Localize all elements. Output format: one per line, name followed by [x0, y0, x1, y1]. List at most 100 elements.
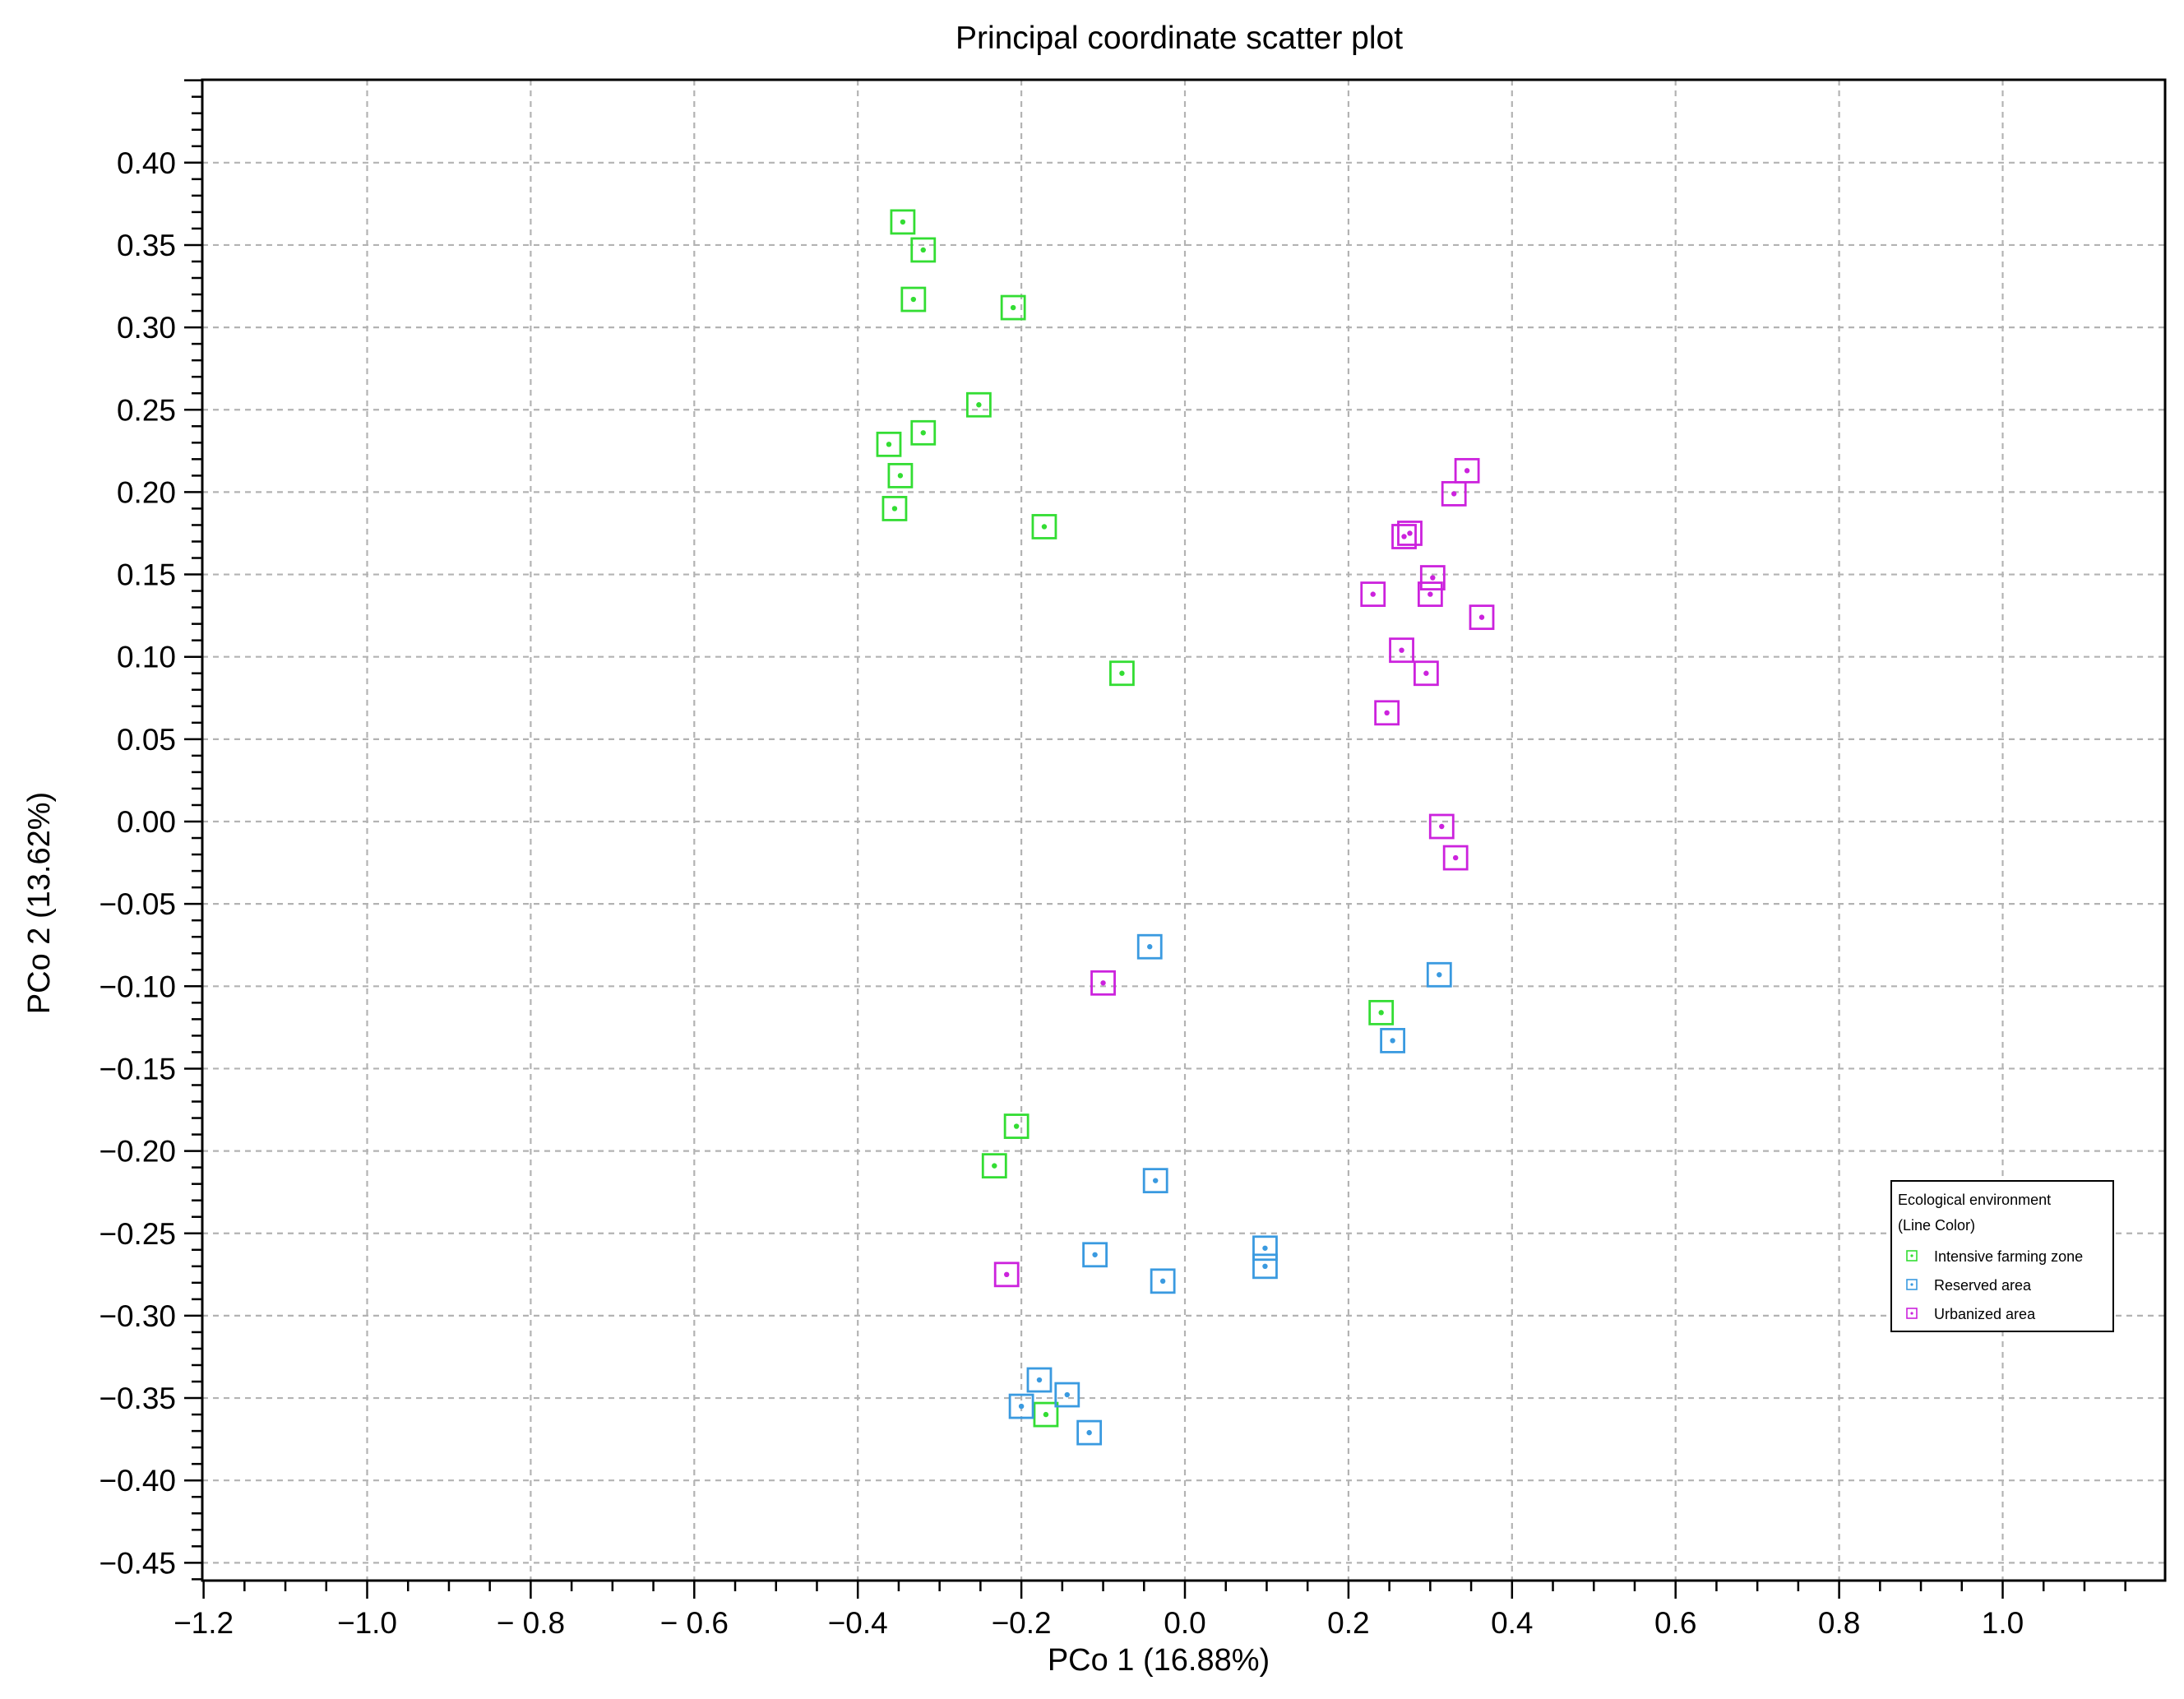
x-axis-title: PCo 1 (16.88%): [1048, 1643, 1270, 1678]
x-tick-label: − 0.6: [660, 1606, 729, 1640]
point-dot-urbanized-area: [1478, 614, 1485, 620]
point-urbanized-area: [1417, 581, 1443, 607]
point-dot-reserved-area: [1036, 1377, 1043, 1383]
point-intensive-farming-zone: [1031, 514, 1057, 539]
point-dot-urbanized-area: [1399, 647, 1404, 653]
point-dot-intensive-farming-zone: [920, 430, 926, 436]
x-tick-label: 0.2: [1327, 1606, 1369, 1640]
legend-subtitle: (Line Color): [1898, 1217, 1975, 1234]
legend-label-reserved-area: Reserved area: [1934, 1277, 2032, 1294]
point-urbanized-area: [1374, 700, 1400, 726]
point-intensive-farming-zone: [876, 431, 902, 457]
point-dot-urbanized-area: [1451, 491, 1457, 497]
y-tick-label: 0.10: [117, 641, 176, 674]
point-dot-reserved-area: [1159, 1278, 1166, 1285]
legend-marker-dot-urbanized-area: [1910, 1312, 1913, 1315]
point-dot-intensive-farming-zone: [910, 296, 917, 303]
legend-marker-urbanized-area: [1906, 1308, 1918, 1319]
point-urbanized-area: [1389, 637, 1414, 664]
point-reserved-area: [1026, 1367, 1053, 1393]
point-intensive-farming-zone: [900, 286, 927, 312]
y-tick-label: −0.40: [99, 1464, 176, 1498]
point-intensive-farming-zone: [910, 419, 937, 446]
point-intensive-farming-zone: [1033, 1401, 1059, 1428]
point-urbanized-area: [1428, 813, 1455, 840]
x-tick-label: 0.0: [1164, 1606, 1205, 1640]
point-urbanized-area: [1360, 581, 1386, 607]
x-tick-label: 0.8: [1818, 1606, 1860, 1640]
y-tick-label: −0.45: [99, 1546, 176, 1580]
point-urbanized-area: [1391, 524, 1417, 549]
point-dot-reserved-area: [1092, 1252, 1098, 1257]
y-tick-label: −0.30: [99, 1299, 176, 1333]
point-intensive-farming-zone: [910, 237, 937, 263]
legend-label-urbanized-area: Urbanized area: [1934, 1306, 2036, 1322]
point-dot-intensive-farming-zone: [886, 442, 892, 447]
legend-label-intensive-farming-zone: Intensive farming zone: [1934, 1248, 2083, 1265]
point-dot-urbanized-area: [1407, 530, 1413, 536]
point-reserved-area: [1076, 1419, 1103, 1446]
point-dot-intensive-farming-zone: [897, 473, 904, 479]
point-urbanized-area: [1090, 970, 1116, 996]
point-dot-reserved-area: [1262, 1245, 1268, 1251]
x-tick-label: −1.2: [174, 1606, 234, 1640]
legend-marker-dot-reserved-area: [1910, 1283, 1913, 1286]
point-urbanized-area: [1469, 604, 1495, 631]
point-dot-urbanized-area: [1003, 1271, 1010, 1278]
y-tick-label: −0.35: [99, 1382, 176, 1415]
point-dot-intensive-farming-zone: [992, 1163, 997, 1169]
point-dot-urbanized-area: [1430, 575, 1436, 581]
point-dot-intensive-farming-zone: [920, 247, 926, 253]
point-urbanized-area: [1442, 845, 1469, 871]
y-tick-label: 0.15: [117, 558, 176, 592]
point-reserved-area: [1008, 1393, 1034, 1419]
point-dot-reserved-area: [1390, 1038, 1395, 1044]
point-urbanized-area: [1441, 481, 1467, 507]
point-dot-urbanized-area: [1401, 534, 1407, 539]
data-points: [876, 209, 1495, 1446]
y-tick-label: 0.00: [117, 805, 176, 839]
point-dot-urbanized-area: [1370, 591, 1376, 597]
axes: −1.2 −1.0 − 0.8 − 0.6 −0.4 −0.2 0.0 0.2 0.4 0.6 0.…: [99, 78, 2167, 1640]
chart-title: Principal coordinate scatter plot: [956, 21, 1403, 56]
point-reserved-area: [1054, 1382, 1080, 1408]
point-dot-intensive-farming-zone: [1041, 524, 1048, 530]
point-dot-reserved-area: [1262, 1263, 1268, 1270]
point-intensive-farming-zone: [981, 1153, 1007, 1179]
point-dot-reserved-area: [1147, 944, 1153, 950]
point-intensive-farming-zone: [890, 209, 916, 235]
legend-title: Ecological environment: [1898, 1192, 2051, 1208]
point-reserved-area: [1136, 933, 1163, 960]
point-dot-urbanized-area: [1423, 670, 1429, 676]
point-urbanized-area: [1454, 457, 1480, 484]
point-intensive-farming-zone: [887, 462, 914, 488]
point-intensive-farming-zone: [1003, 1113, 1030, 1139]
point-urbanized-area: [1413, 660, 1439, 687]
point-dot-intensive-farming-zone: [1119, 670, 1125, 676]
point-dot-reserved-area: [1064, 1391, 1070, 1398]
point-urbanized-area: [1419, 565, 1446, 590]
point-reserved-area: [1426, 961, 1452, 988]
point-dot-reserved-area: [1437, 972, 1442, 978]
y-tick-label: −0.05: [99, 887, 176, 921]
point-dot-intensive-farming-zone: [1378, 1010, 1384, 1016]
y-tick-label: 0.20: [117, 475, 176, 509]
x-tick-label: 0.4: [1491, 1606, 1533, 1640]
point-reserved-area: [1082, 1242, 1108, 1268]
point-dot-reserved-area: [1086, 1429, 1092, 1436]
point-reserved-area: [1252, 1253, 1278, 1280]
point-dot-urbanized-area: [1427, 591, 1433, 597]
y-tick-label: 0.35: [117, 229, 176, 262]
point-intensive-farming-zone: [965, 391, 992, 418]
y-tick-label: 0.25: [117, 393, 176, 427]
point-dot-reserved-area: [1152, 1178, 1159, 1183]
y-tick-label: 0.30: [117, 311, 176, 345]
y-tick-label: −0.10: [99, 970, 176, 1003]
point-dot-urbanized-area: [1452, 854, 1459, 861]
y-tick-label: 0.05: [117, 723, 176, 757]
plot-frame: [201, 78, 2167, 1582]
y-tick-label: −0.15: [99, 1052, 176, 1086]
point-dot-intensive-farming-zone: [976, 402, 982, 408]
point-intensive-farming-zone: [1000, 294, 1026, 321]
